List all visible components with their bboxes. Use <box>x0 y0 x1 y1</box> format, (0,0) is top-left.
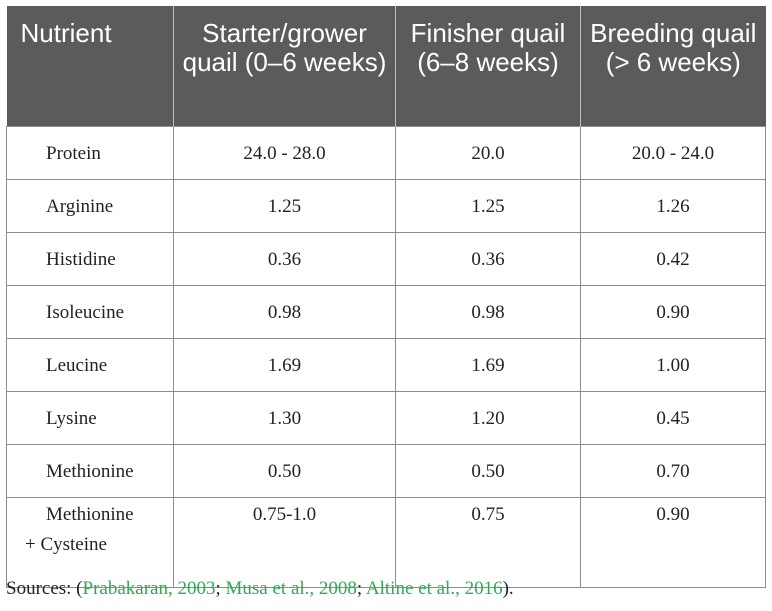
starter-value-cell: 0.98 <box>173 284 396 339</box>
finisher-value-cell: 0.50 <box>395 443 581 498</box>
sources-suffix: ). <box>502 578 514 599</box>
nutrient-cell: Methionine <box>6 443 174 498</box>
header-starter-grower: Starter/grower quail (0–6 weeks) <box>173 6 396 126</box>
starter-value-cell: 1.30 <box>173 390 396 445</box>
nutrient-cell: Histidine <box>6 231 174 286</box>
nutrient-line-1: Methionine <box>46 503 134 525</box>
breeding-value-cell: 0.42 <box>580 231 766 286</box>
table-row: Methionine + Cysteine 0.75-1.0 0.75 0.90 <box>6 496 766 588</box>
finisher-value-cell: 20.0 <box>395 125 581 180</box>
table-row: Protein 24.0 - 28.0 20.0 20.0 - 24.0 <box>6 125 766 180</box>
finisher-value-cell: 1.25 <box>395 178 581 233</box>
table-row: Isoleucine 0.98 0.98 0.90 <box>6 284 766 339</box>
nutrient-line-2: + Cysteine <box>25 533 107 555</box>
finisher-value-cell: 0.36 <box>395 231 581 286</box>
nutrient-cell: Isoleucine <box>6 284 174 339</box>
finisher-value-cell: 1.69 <box>395 337 581 392</box>
breeding-value-cell: 0.90 <box>580 496 766 588</box>
citation-link[interactable]: Musa et al., 2008 <box>225 578 357 599</box>
starter-value-cell: 24.0 - 28.0 <box>173 125 396 180</box>
breeding-value-cell: 1.26 <box>580 178 766 233</box>
nutrient-cell: Protein <box>6 125 174 180</box>
starter-value-cell: 1.69 <box>173 337 396 392</box>
nutrient-cell: Leucine <box>6 337 174 392</box>
table-row: Leucine 1.69 1.69 1.00 <box>6 337 766 392</box>
finisher-value-cell: 0.75 <box>395 496 581 588</box>
starter-value-cell: 0.50 <box>173 443 396 498</box>
table-row: Arginine 1.25 1.25 1.26 <box>6 178 766 233</box>
citation-separator: ; <box>215 578 226 599</box>
sources-note: Sources: (Prabakaran, 2003; Musa et al.,… <box>6 578 514 600</box>
header-nutrient: Nutrient <box>6 6 174 126</box>
starter-value-cell: 0.36 <box>173 231 396 286</box>
starter-value-cell: 0.75-1.0 <box>173 496 396 588</box>
citation-link[interactable]: Altine et al., 2016 <box>365 578 503 599</box>
table-row: Lysine 1.30 1.20 0.45 <box>6 390 766 445</box>
starter-value-cell: 1.25 <box>173 178 396 233</box>
nutrient-cell: Lysine <box>6 390 174 445</box>
breeding-value-cell: 20.0 - 24.0 <box>580 125 766 180</box>
citation-separator: ; <box>356 578 366 599</box>
sources-prefix: Sources: ( <box>6 578 83 599</box>
table-header-row: Nutrient Starter/grower quail (0–6 weeks… <box>6 6 766 126</box>
finisher-value-cell: 1.20 <box>395 390 581 445</box>
nutrient-requirements-table: Nutrient Starter/grower quail (0–6 weeks… <box>6 6 766 588</box>
header-breeding: Breeding quail (> 6 weeks) <box>580 6 766 126</box>
breeding-value-cell: 0.70 <box>580 443 766 498</box>
citation-link[interactable]: Prabakaran, 2003 <box>82 578 216 599</box>
breeding-value-cell: 1.00 <box>580 337 766 392</box>
breeding-value-cell: 0.90 <box>580 284 766 339</box>
nutrient-cell: Methionine + Cysteine <box>6 496 174 588</box>
nutrient-cell: Arginine <box>6 178 174 233</box>
header-finisher: Finisher quail (6–8 weeks) <box>395 6 581 126</box>
table-row: Histidine 0.36 0.36 0.42 <box>6 231 766 286</box>
nutrient-requirements-table-wrapper: Nutrient Starter/grower quail (0–6 weeks… <box>6 6 766 588</box>
table-row: Methionine 0.50 0.50 0.70 <box>6 443 766 498</box>
breeding-value-cell: 0.45 <box>580 390 766 445</box>
finisher-value-cell: 0.98 <box>395 284 581 339</box>
